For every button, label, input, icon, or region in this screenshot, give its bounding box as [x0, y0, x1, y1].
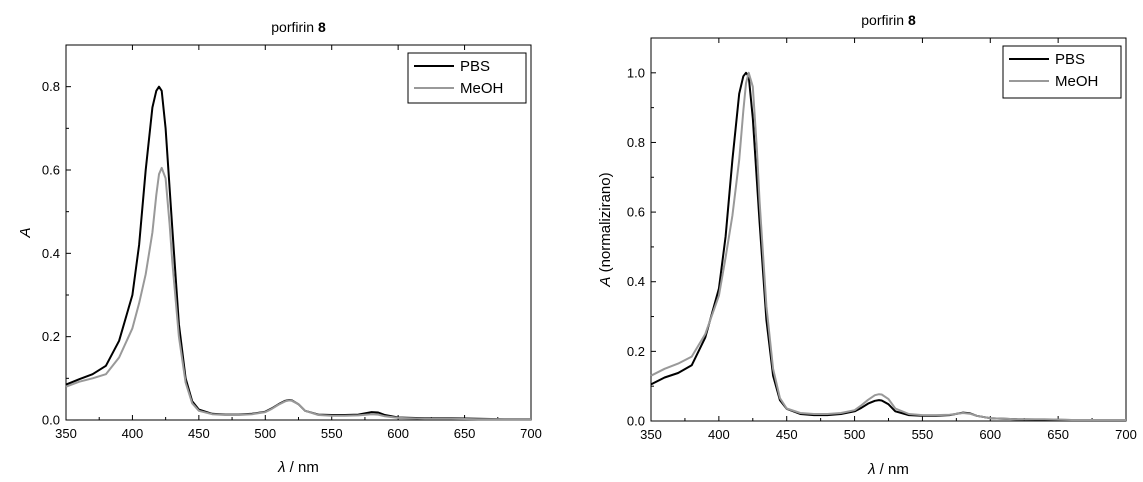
series-line-meoh — [650, 71, 1126, 421]
x-tick-label: 600 — [979, 427, 1001, 442]
legend: PBS MeOH — [407, 52, 527, 104]
y-axis-symbol: A — [597, 277, 614, 288]
x-tick-label: 450 — [776, 427, 798, 442]
x-tick-label: 700 — [520, 426, 542, 441]
legend: PBS MeOH — [1002, 45, 1122, 99]
x-tick-label: 700 — [1115, 427, 1137, 442]
y-tick-label: 0.8 — [627, 135, 645, 150]
x-tick-label: 400 — [708, 427, 730, 442]
y-tick-label: 0.8 — [42, 79, 60, 94]
y-axis-title: A — [17, 227, 34, 238]
series-line-meoh — [65, 166, 531, 421]
x-axis-symbol: λ — [867, 461, 875, 478]
x-axis-unit: / nm — [876, 461, 909, 478]
x-tick-label: 550 — [321, 426, 343, 441]
chart-title-text: porfirin — [861, 12, 904, 28]
x-tick-label: 600 — [387, 426, 409, 441]
legend-box — [1002, 45, 1122, 99]
y-tick-label: 1.0 — [627, 65, 645, 80]
y-tick-label: 0.6 — [627, 205, 645, 220]
y-tick-label: 0.0 — [627, 414, 645, 429]
series-line-pbs — [650, 71, 1127, 422]
chart-title: porfirin 8 — [861, 12, 916, 28]
y-axis-rest: (normalizirano) — [597, 172, 614, 276]
legend-label: PBS — [460, 58, 490, 75]
y-tick-label: 0.0 — [42, 413, 60, 428]
x-axis-title: λ / nm — [277, 459, 319, 476]
legend-box — [407, 52, 527, 104]
legend-label: PBS — [1055, 51, 1085, 68]
chart-panel-1: 350 400 450 500 550 600 650 700 0.0 0.2 0.4 0.6 0.8 p… — [17, 19, 542, 476]
x-tick-label: 500 — [254, 426, 276, 441]
chart-title-text: porfirin — [271, 19, 314, 35]
x-tick-label: 450 — [188, 426, 210, 441]
y-tick-label: 0.4 — [42, 246, 60, 261]
y-tick-label: 0.6 — [42, 163, 60, 178]
chart-title-compound: 8 — [908, 12, 916, 28]
y-tick-label: 0.2 — [627, 344, 645, 359]
x-axis-title: λ / nm — [867, 461, 909, 478]
chart-title: porfirin 8 — [271, 19, 326, 35]
x-tick-label: 500 — [844, 427, 866, 442]
legend-label: MeOH — [460, 80, 503, 97]
x-axis-symbol: λ — [277, 459, 285, 476]
legend-label: MeOH — [1055, 73, 1098, 90]
y-tick-label: 0.2 — [42, 329, 60, 344]
chart-panel-2: 350 400 450 500 550 600 650 700 0.0 0.2 0.4 0.6 0.8 1… — [597, 12, 1137, 478]
x-tick-label: 650 — [1047, 427, 1069, 442]
y-axis-symbol: A — [17, 227, 34, 238]
series-line-pbs — [65, 85, 531, 421]
y-tick-label: 0.4 — [627, 274, 645, 289]
chart-title-compound: 8 — [318, 19, 326, 35]
y-axis-title: A (normalizirano) — [597, 172, 614, 287]
x-tick-label: 400 — [122, 426, 144, 441]
x-axis-unit: / nm — [286, 459, 319, 476]
x-tick-label: 350 — [640, 427, 662, 442]
x-tick-label: 550 — [912, 427, 934, 442]
x-tick-label: 650 — [454, 426, 476, 441]
x-tick-label: 350 — [55, 426, 77, 441]
